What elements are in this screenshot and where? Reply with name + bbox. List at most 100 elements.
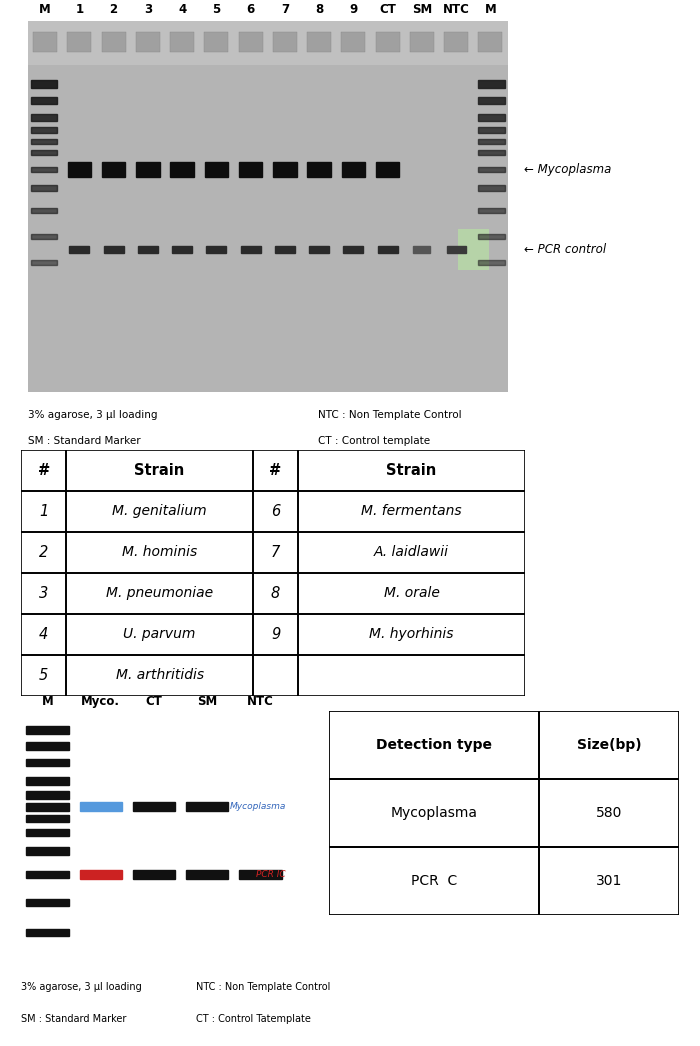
Bar (478, 208, 505, 213)
Bar (28, 21, 507, 66)
Bar (410, 32, 434, 52)
Text: 3% agarose, 3 μl loading: 3% agarose, 3 μl loading (21, 982, 141, 993)
Text: A. laidlawii: A. laidlawii (374, 545, 449, 560)
Bar (478, 233, 505, 238)
Bar (31, 233, 57, 238)
Bar (539, 711, 679, 779)
Bar (133, 870, 175, 879)
Bar (27, 743, 69, 750)
Text: NTC: NTC (442, 3, 470, 16)
Text: 9: 9 (349, 3, 358, 16)
Bar (31, 97, 57, 105)
Bar (478, 167, 505, 172)
Bar (478, 128, 505, 134)
Bar (206, 246, 226, 253)
Bar (329, 711, 539, 779)
Bar (172, 246, 192, 253)
Bar (298, 531, 525, 573)
Text: Myco.: Myco. (81, 695, 120, 708)
Text: 2: 2 (39, 545, 48, 560)
Bar (458, 229, 489, 270)
Bar (478, 79, 505, 88)
Text: SM : Standard Marker: SM : Standard Marker (28, 436, 141, 446)
Text: PCR IC: PCR IC (256, 870, 286, 879)
Bar (170, 32, 194, 52)
Text: #: # (38, 462, 50, 478)
Bar (344, 246, 363, 253)
Text: #: # (270, 462, 281, 478)
Text: 8: 8 (271, 586, 280, 600)
Text: Mycoplasma: Mycoplasma (391, 806, 477, 820)
Bar (21, 573, 66, 614)
Bar (21, 491, 66, 531)
Text: 6: 6 (271, 504, 280, 519)
Text: 3% agarose, 3 μl loading: 3% agarose, 3 μl loading (28, 410, 158, 419)
Bar (68, 162, 91, 177)
Bar (21, 450, 66, 491)
Bar (253, 573, 298, 614)
Text: CT : Control Tatemplate: CT : Control Tatemplate (196, 1014, 311, 1024)
Bar (138, 246, 158, 253)
Bar (309, 246, 329, 253)
Bar (31, 114, 57, 120)
Bar (298, 655, 525, 696)
Text: Strain: Strain (134, 462, 185, 478)
Bar (478, 97, 505, 105)
Bar (31, 128, 57, 134)
Text: 3: 3 (39, 586, 48, 600)
Bar (66, 491, 253, 531)
Text: 5: 5 (39, 667, 48, 683)
Bar (186, 802, 228, 812)
Bar (186, 870, 228, 879)
Text: M. hyorhinis: M. hyorhinis (370, 628, 454, 641)
Bar (104, 246, 124, 253)
Text: Size(bp): Size(bp) (577, 738, 641, 752)
Text: 8: 8 (315, 3, 323, 16)
Bar (27, 803, 69, 811)
Bar (27, 777, 69, 784)
Text: ← Mycoplasma: ← Mycoplasma (524, 163, 611, 176)
Bar (66, 531, 253, 573)
Bar (447, 246, 466, 253)
Bar (31, 139, 57, 144)
Bar (33, 32, 57, 52)
Bar (31, 151, 57, 156)
Bar (253, 614, 298, 655)
Bar (31, 208, 57, 213)
Bar (102, 162, 125, 177)
Text: M. hominis: M. hominis (122, 545, 197, 560)
Bar (204, 32, 228, 52)
Text: U. parvum: U. parvum (123, 628, 196, 641)
Bar (478, 114, 505, 120)
Text: 7: 7 (271, 545, 280, 560)
Text: 3: 3 (144, 3, 152, 16)
Text: 580: 580 (596, 806, 622, 820)
Bar (307, 162, 331, 177)
Text: 2: 2 (110, 3, 118, 16)
Bar (329, 779, 539, 847)
Text: M. fermentans: M. fermentans (361, 504, 462, 518)
Bar (204, 162, 228, 177)
Bar (31, 185, 57, 190)
Bar (376, 162, 399, 177)
Bar (413, 246, 430, 253)
Bar (80, 802, 122, 812)
Text: 5: 5 (212, 3, 220, 16)
Bar (298, 573, 525, 614)
Bar (21, 655, 66, 696)
Bar (27, 929, 69, 936)
Bar (342, 162, 365, 177)
Bar (27, 758, 69, 767)
Bar (27, 847, 69, 855)
Bar (80, 870, 122, 879)
Bar (298, 614, 525, 655)
Text: 1: 1 (76, 3, 83, 16)
Bar (66, 655, 253, 696)
Bar (342, 32, 365, 52)
Bar (171, 162, 194, 177)
Bar (102, 32, 125, 52)
Text: 1: 1 (39, 504, 48, 519)
Bar (478, 260, 505, 265)
Bar (31, 260, 57, 265)
Bar (239, 162, 262, 177)
